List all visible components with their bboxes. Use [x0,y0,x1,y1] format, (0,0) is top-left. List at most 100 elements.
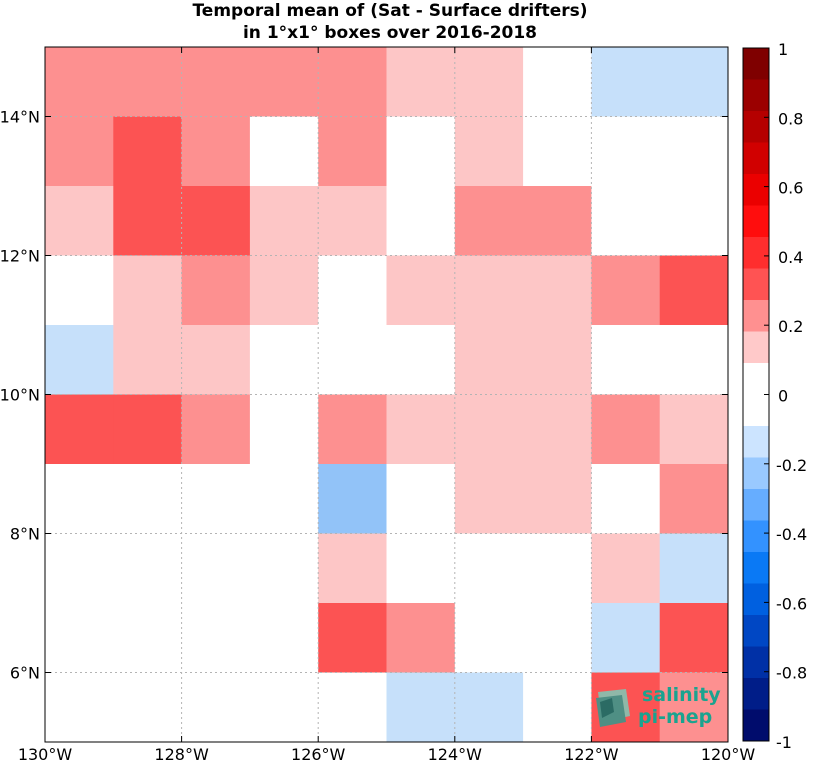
heatmap-cell [454,116,524,187]
x-tick-label: 130°W [18,745,73,763]
heatmap-cell [454,603,524,673]
heatmap-cell [45,533,114,604]
heatmap-cell [591,603,661,673]
heatmap-cell [454,47,524,117]
colorbar-tick-label: -0.2 [776,456,807,475]
heatmap-cell [113,47,183,117]
heatmap-cell [181,186,251,256]
heatmap-cell [454,186,524,256]
heatmap-cell [113,394,183,465]
heatmap-cell [113,116,183,187]
heatmap-cell [659,603,729,673]
heatmap-cell [591,186,661,256]
chart-title-line-1: Temporal mean of (Sat - Surface drifters… [192,1,588,21]
colorbar-segment [743,489,769,521]
y-tick-label: 12°N [0,247,40,266]
heatmap-cell [318,325,387,395]
heatmap-cell [249,255,319,326]
colorbar-tick-label: -0.4 [776,525,807,544]
heatmap-cell [523,533,592,604]
heatmap-cell [45,47,114,117]
x-tick-label: 122°W [564,745,619,763]
heatmap-cell [318,603,387,673]
heatmap-cell [318,186,387,256]
heatmap-cell [454,464,524,534]
heatmap-cell [659,255,729,326]
heatmap-cell [181,255,251,326]
heatmap-cell [454,394,524,465]
heatmap-cell [523,672,592,743]
heatmap-cell [523,325,592,395]
heatmap-cell [249,533,319,604]
heatmap-cell [454,255,524,326]
heatmap-cell [591,394,661,465]
colorbar-segment [743,48,769,80]
colorbar-segment [743,394,769,427]
heatmap-cell [249,394,319,465]
heatmap-cell [318,533,387,604]
x-tick-label: 128°W [154,745,209,763]
heatmap-cell [523,603,592,673]
heatmap-cell [591,47,661,117]
heatmap-cell [386,47,456,117]
heatmap-cell [454,672,524,743]
y-tick-label: 6°N [10,664,40,683]
heatmap-cell [249,47,319,117]
heatmap-cell [659,47,729,117]
y-tick-label: 14°N [0,108,40,127]
colorbar-segment [743,111,769,143]
heatmap-cell [318,116,387,187]
heatmap-cell [113,464,183,534]
salinity-pi-mep-logo: salinity pi-mep [596,684,721,728]
x-axis: 130°W 128°W 126°W 124°W 122°W 120°W [18,47,755,763]
heatmap-cell [45,186,114,256]
heatmap-cell [181,464,251,534]
heatmap-cell [386,255,456,326]
heatmap-cell [386,672,456,743]
heatmap-cell [591,116,661,187]
colorbar-tick-label: -1 [776,733,792,752]
colorbar-segment [743,79,769,112]
heatmap-cell [591,533,661,604]
heatmap-cell [591,255,661,326]
heatmap-cell [386,116,456,187]
colorbar-tick-label: 0.6 [778,179,803,198]
colorbar-segment [743,426,769,458]
y-axis: 6°N 8°N 10°N 12°N 14°N [0,108,728,683]
heatmap-cell [454,533,524,604]
heatmap-cell [181,533,251,604]
heatmap-cells [45,47,729,743]
colorbar-tick-label: 0 [778,387,788,406]
heatmap-cell [318,255,387,326]
colorbar-segment [743,268,769,301]
heatmap-cell [181,603,251,673]
heatmap-cell [386,603,456,673]
heatmap-cell [45,672,114,743]
heatmap-cell [386,394,456,465]
colorbar-tick-label: -0.6 [776,594,807,613]
colorbar-segment [743,709,769,742]
colorbar-segment [743,457,769,490]
heatmap-cell [181,116,251,187]
heatmap-cell [523,116,592,187]
heatmap-cell [659,533,729,604]
heatmap-cell [113,533,183,604]
logo-icon [596,689,630,727]
colorbar-segment [743,678,769,710]
x-tick-label: 126°W [291,745,346,763]
colorbar-segment [743,205,769,238]
heatmap-cell [249,186,319,256]
colorbar-segment [743,331,769,364]
heatmap-cell [591,325,661,395]
colorbar-segment [743,363,769,395]
heatmap-cell [523,186,592,256]
heatmap-cell [523,394,592,465]
colorbar-tick-label: 1 [778,40,788,59]
heatmap-cell [659,116,729,187]
colorbar-segment [743,615,769,647]
heatmap-cell [45,603,114,673]
heatmap-cell [249,325,319,395]
heatmap-cell [113,255,183,326]
heatmap-cell [454,325,524,395]
